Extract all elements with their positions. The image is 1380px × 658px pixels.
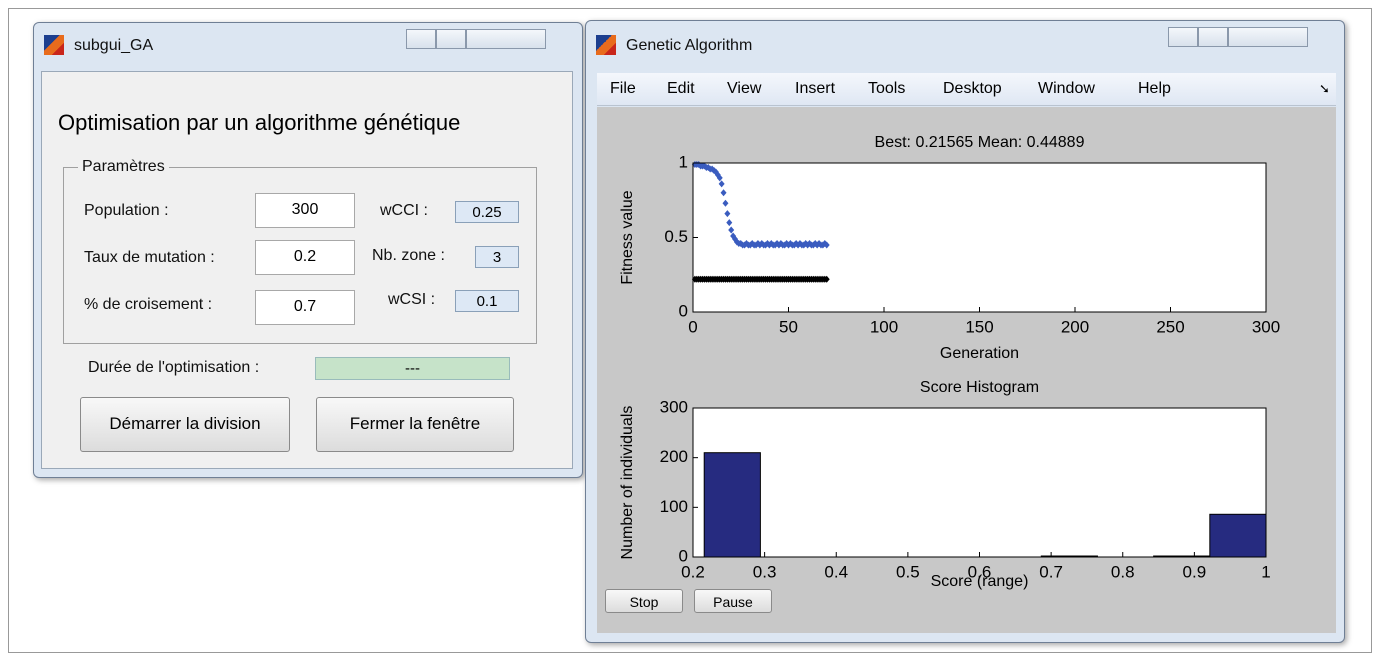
bar [1210,514,1266,557]
y-tick-label: 0 [679,546,688,565]
y-axis-label: Number of individuals [619,406,636,560]
x-tick-label: 200 [1061,317,1089,336]
chart-title: Best: 0.21565 Mean: 0.44889 [875,134,1085,151]
charts: 0 50 100 150 200 250 300 0 0.5 1 Best: 0.21565 Mea… [0,0,1380,658]
y-tick-label: 0.5 [664,227,688,246]
x-tick-label: 0.3 [753,562,777,581]
x-tick-label: 100 [870,317,898,336]
y-tick-label: 200 [660,447,688,466]
plot-area [693,408,1266,557]
x-tick-label: 50 [779,317,798,336]
y-tick-label: 0 [679,301,688,320]
x-tick-label: 1 [1261,562,1270,581]
y-tick-label: 1 [679,152,688,171]
x-tick-label: 0.4 [824,562,848,581]
x-tick-label: 300 [1252,317,1280,336]
x-tick-label: 0.7 [1039,562,1063,581]
x-tick-label: 250 [1156,317,1184,336]
y-tick-label: 100 [660,497,688,516]
page: {"left_window": {"title": "subgui_GA", "… [0,0,1380,658]
x-axis-label: Generation [940,345,1019,362]
x-tick-label: 0.9 [1183,562,1207,581]
x-axis-label: Score (range) [931,573,1029,590]
x-tick-label: 150 [965,317,993,336]
y-tick-label: 300 [660,397,688,416]
plot-area [693,163,1266,312]
x-tick-label: 0.8 [1111,562,1135,581]
chart-title: Score Histogram [920,379,1039,396]
x-tick-label: 0 [688,317,697,336]
x-tick-label: 0.5 [896,562,920,581]
y-axis-label: Fitness value [619,190,636,284]
bar [704,453,760,557]
